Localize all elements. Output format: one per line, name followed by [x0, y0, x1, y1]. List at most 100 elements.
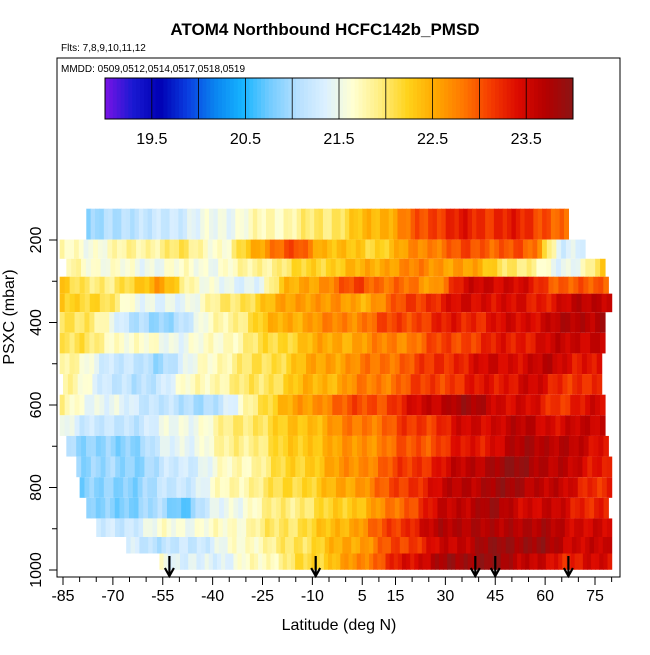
heatmap-cell [380, 293, 387, 313]
heatmap-cell [508, 239, 514, 259]
heatmap-cell [392, 456, 399, 478]
heatmap-cell [562, 456, 569, 478]
heatmap-cell [114, 312, 120, 333]
heatmap-cell [180, 374, 187, 395]
heatmap-cell [214, 374, 221, 395]
heatmap-cell [411, 332, 418, 354]
color-scale-cell [171, 78, 176, 119]
heatmap-cell [212, 553, 218, 570]
heatmap-cell [217, 456, 223, 478]
heatmap-cell [204, 518, 210, 537]
heatmap-cell [426, 553, 432, 570]
heatmap-cell [537, 353, 544, 375]
heatmap-cell [293, 239, 300, 259]
heatmap-cell [227, 353, 233, 375]
heatmap-cell [148, 332, 155, 354]
heatmap-cell [423, 208, 429, 240]
heatmap-cell [565, 239, 572, 259]
heatmap-cell [504, 456, 511, 478]
heatmap-cell [480, 456, 486, 478]
heatmap-cell [404, 537, 410, 554]
heatmap-cell [419, 518, 425, 537]
heatmap-cell [446, 332, 452, 354]
heatmap-cell [350, 293, 357, 313]
heatmap-cell [361, 374, 368, 395]
heatmap-cell [498, 208, 504, 240]
heatmap-cell [236, 518, 243, 537]
heatmap-cell [532, 497, 538, 519]
heatmap-cell [286, 258, 293, 277]
heatmap-cell [436, 208, 442, 240]
heatmap-cell [494, 239, 500, 259]
heatmap-cell [184, 553, 189, 570]
heatmap-cell [391, 394, 398, 416]
heatmap-cell [499, 497, 505, 519]
heatmap-cell [165, 293, 171, 313]
heatmap-cell [549, 537, 555, 554]
heatmap-cell [254, 276, 260, 294]
heatmap-cell [451, 456, 457, 478]
heatmap-cell [524, 435, 531, 457]
heatmap-cell [276, 353, 282, 375]
heatmap-cell [174, 537, 180, 554]
heatmap-cell [335, 477, 342, 498]
heatmap-cell [119, 394, 125, 416]
heatmap-cell [118, 353, 125, 375]
heatmap-cell [320, 293, 327, 313]
heatmap-cell [546, 293, 553, 313]
color-scale-cell [413, 78, 418, 119]
heatmap-cell [508, 553, 514, 570]
heatmap-cell [330, 518, 336, 537]
heatmap-cell [136, 374, 142, 395]
heatmap-cell [542, 239, 548, 259]
heatmap-cell [155, 239, 161, 259]
heatmap-cell [468, 353, 475, 375]
heatmap-cell [597, 477, 603, 498]
heatmap-cell [508, 497, 514, 519]
heatmap-cell [308, 239, 314, 259]
heatmap-cell [147, 477, 153, 498]
heatmap-cell [134, 293, 141, 313]
heatmap-cell [260, 293, 266, 313]
heatmap-cell [198, 312, 205, 333]
heatmap-cell [595, 394, 601, 416]
heatmap-cell [59, 415, 66, 436]
heatmap-cell [406, 312, 413, 333]
heatmap-cell [476, 394, 482, 416]
heatmap-cell [415, 374, 422, 395]
heatmap-cell [370, 293, 377, 313]
heatmap-cell [600, 258, 606, 277]
heatmap-cell [160, 208, 166, 240]
heatmap-cell [444, 374, 451, 395]
heatmap-cell [129, 518, 135, 537]
heatmap-cell [305, 208, 311, 240]
heatmap-cell [64, 312, 71, 333]
heatmap-cell [213, 415, 219, 436]
color-scale-cell [342, 78, 348, 119]
color-scale-cell [222, 78, 227, 119]
color-scale-cell [448, 78, 453, 119]
heatmap-cell [364, 537, 370, 554]
heatmap-cell [114, 518, 121, 537]
heatmap-cell [572, 353, 578, 375]
heatmap-cell [553, 456, 559, 478]
heatmap-cell [484, 497, 491, 519]
color-scale-cell [155, 78, 161, 119]
heatmap-cell [338, 276, 345, 294]
heatmap-cell [269, 276, 275, 294]
heatmap-cell [352, 497, 358, 519]
heatmap-cell [168, 415, 175, 436]
heatmap-cell [563, 537, 569, 554]
heatmap-cell [397, 456, 403, 478]
heatmap-cell [175, 374, 182, 395]
heatmap-cell [260, 518, 266, 537]
heatmap-cell [237, 353, 243, 375]
heatmap-cell [312, 415, 319, 436]
heatmap-cell [306, 477, 313, 498]
heatmap-cell [320, 537, 326, 554]
heatmap-cell [104, 293, 111, 313]
heatmap-cell [533, 208, 539, 240]
heatmap-cell [235, 293, 241, 313]
heatmap-cell [562, 553, 567, 570]
heatmap-cell [513, 497, 519, 519]
